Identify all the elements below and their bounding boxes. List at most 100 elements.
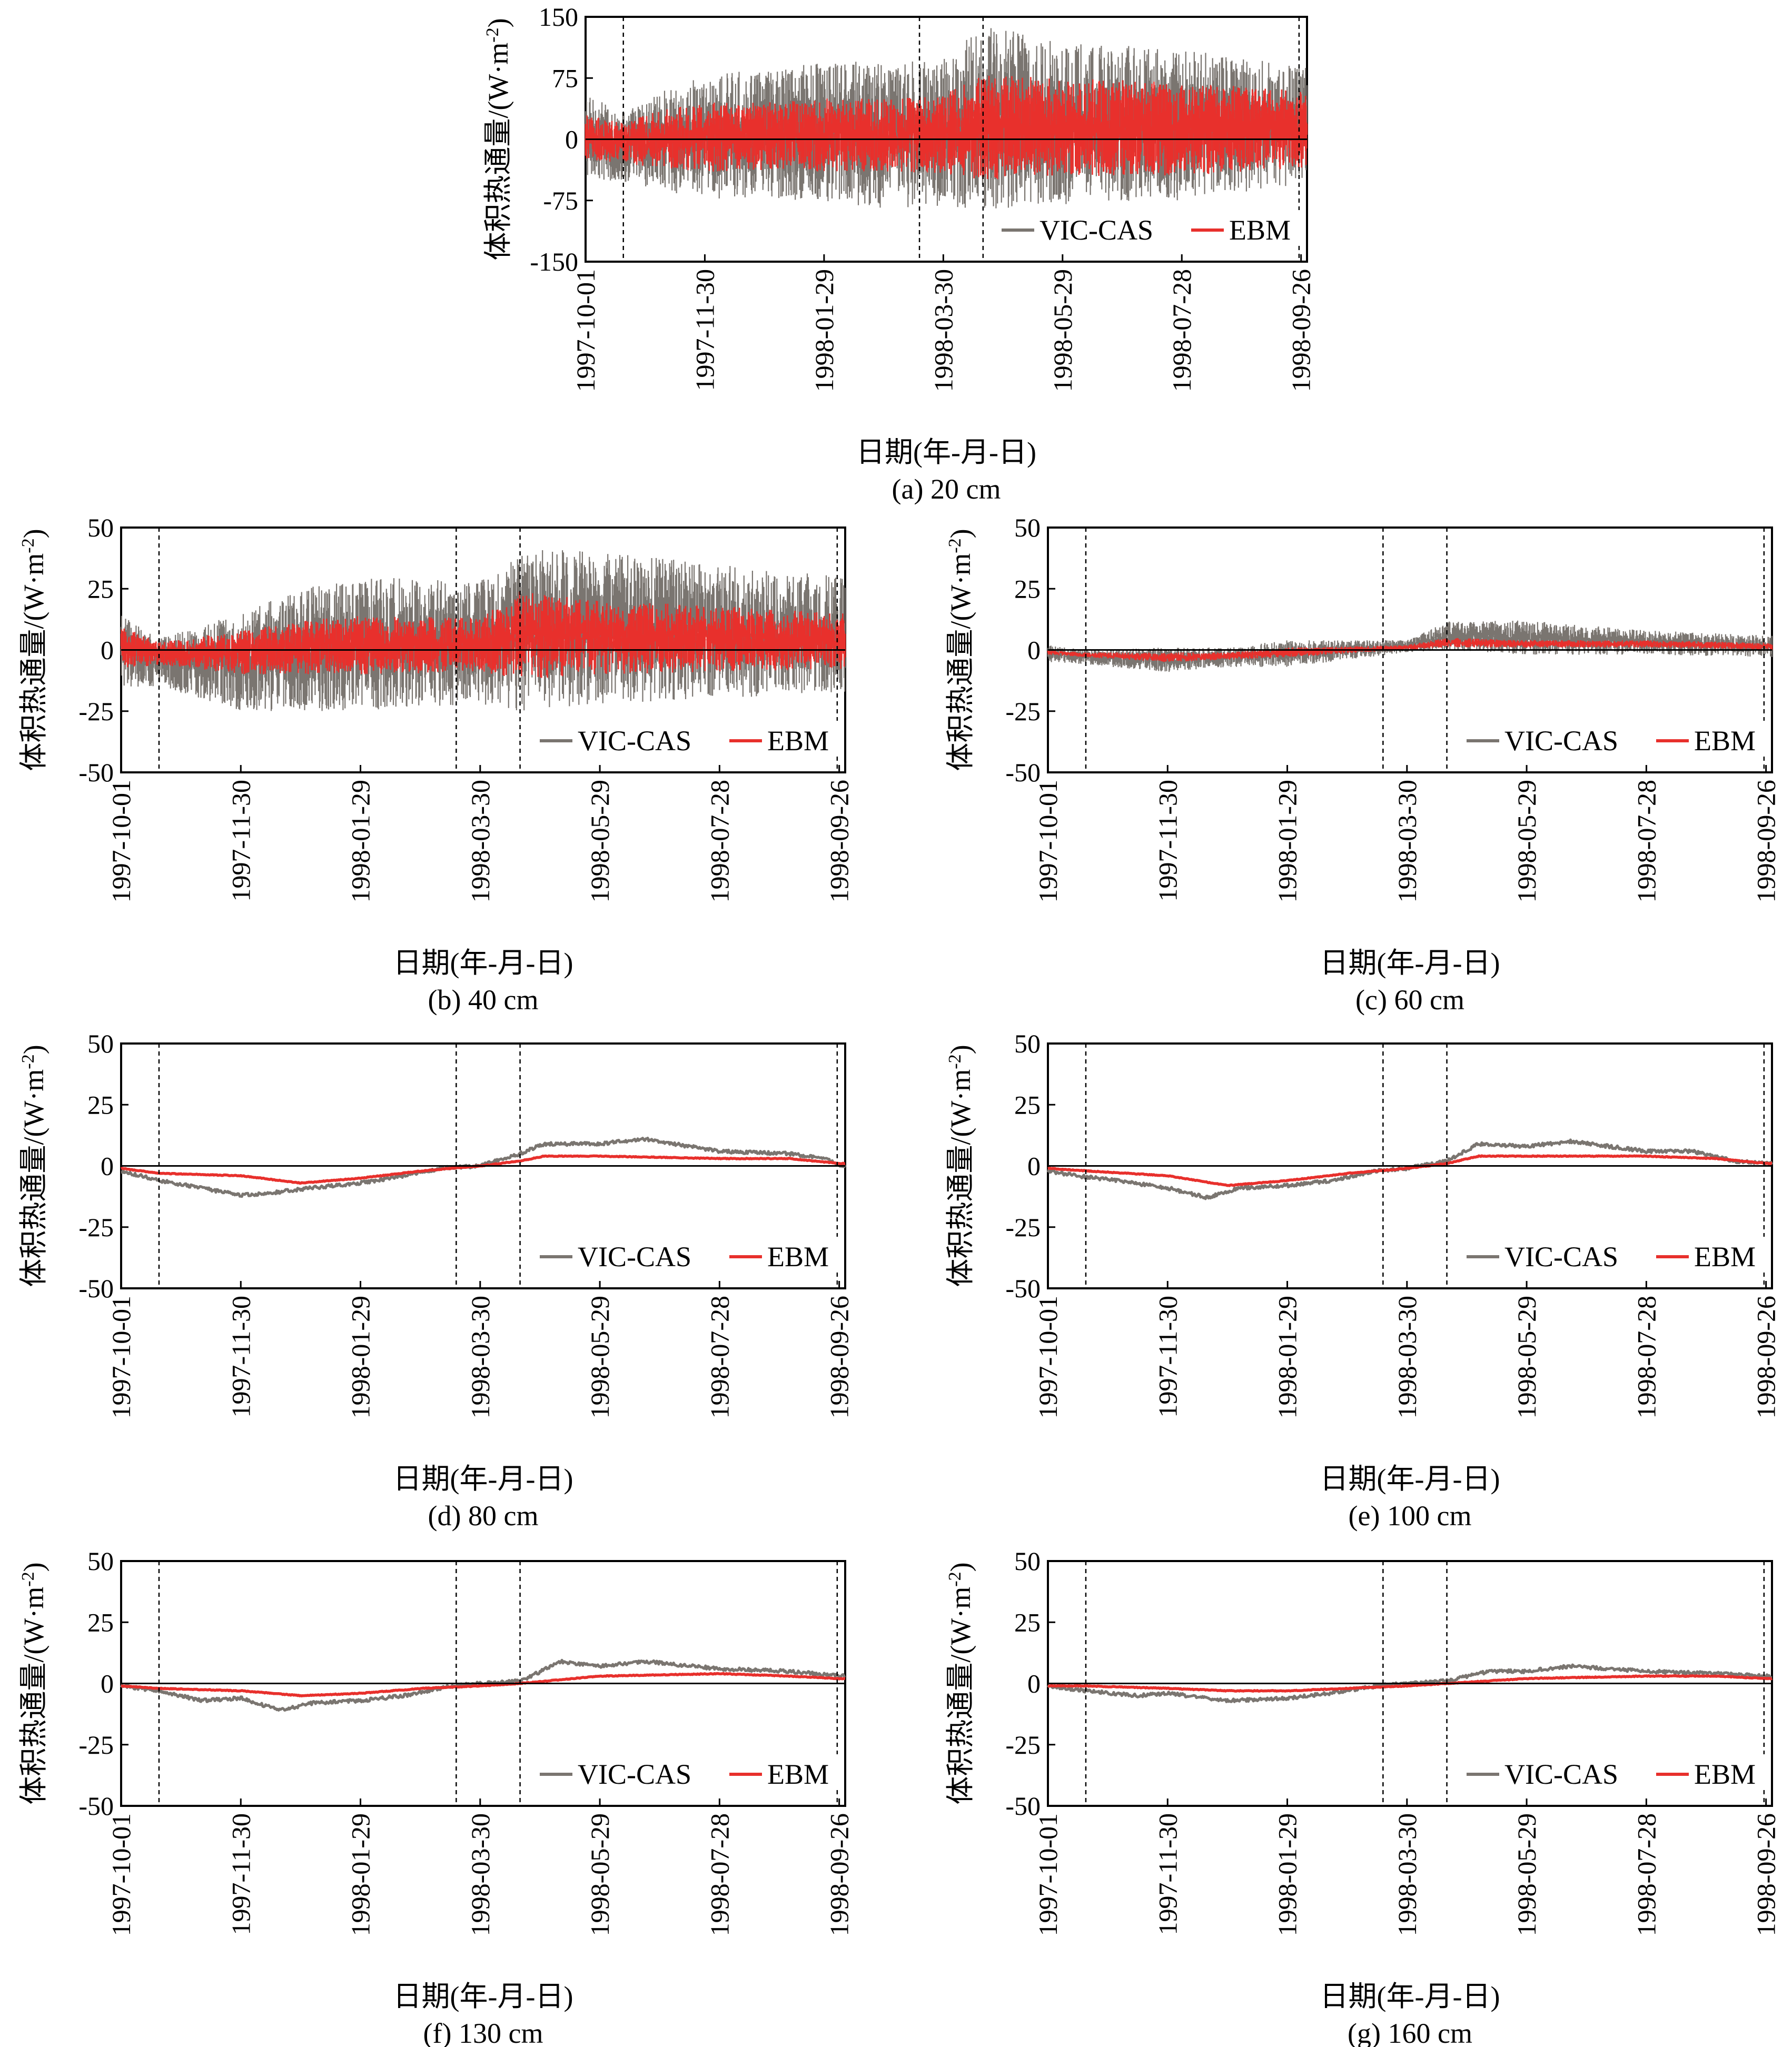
- y-tick-label: 50: [87, 1546, 114, 1576]
- y-tick-label: -25: [1005, 697, 1041, 726]
- x-tick-label: 1997-10-01: [106, 780, 136, 902]
- series-ebm-line: [1047, 1154, 1773, 1187]
- x-tick-label: 1998-09-26: [1751, 1813, 1781, 1936]
- y-tick-label: 25: [1014, 1090, 1041, 1119]
- legend-label-ebm: EBM: [1694, 1241, 1756, 1273]
- y-axis-label: 体积热通量/(W·m-2): [945, 529, 976, 771]
- x-tick-label: 1997-11-30: [1153, 1813, 1182, 1935]
- legend-label-ebm: EBM: [767, 725, 829, 757]
- chart-panel-4: -50 -25 0 25 50 1997-10-01 1997-11-30 1998-01-2…: [18, 1029, 854, 1532]
- x-tick-label: 1998-05-29: [1512, 780, 1541, 902]
- series-ebm-line: [120, 591, 846, 678]
- x-axis-label: 日期(年-月-日): [856, 436, 1036, 468]
- legend-label-ebm: EBM: [1694, 725, 1756, 757]
- legend-label-vic-cas: VIC-CAS: [578, 725, 691, 757]
- x-tick-label: 1998-05-29: [585, 1296, 615, 1418]
- legend: VIC-CAS EBM: [1462, 1237, 1768, 1273]
- y-tick-label: 25: [87, 1607, 114, 1637]
- y-tick-label: 0: [101, 1669, 114, 1698]
- series-ebm-line: [120, 1154, 846, 1185]
- legend-bg: [536, 1754, 715, 1787]
- legend-bg: [536, 721, 715, 753]
- legend-label-vic-cas: VIC-CAS: [578, 1758, 691, 1790]
- x-tick-label: 1998-09-26: [825, 780, 854, 902]
- y-tick-label: -50: [78, 758, 114, 787]
- x-tick-label: 1997-11-30: [226, 1813, 255, 1935]
- y-axis-label: 体积热通量/(W·m-2): [482, 18, 514, 260]
- legend-bg: [1462, 1754, 1641, 1787]
- x-tick-label: 1998-07-28: [1631, 1813, 1661, 1936]
- legend-label-vic-cas: VIC-CAS: [578, 1241, 691, 1273]
- y-tick-label: -25: [78, 697, 114, 726]
- x-tick-label: 1997-11-30: [1153, 1296, 1182, 1417]
- chart-panel-1: -150 -75 0 75 150 1997-10-01 1997-11-30 1998-01…: [482, 2, 1316, 505]
- x-tick-label: 1998-01-29: [346, 780, 375, 902]
- y-tick-label: -25: [78, 1730, 114, 1760]
- y-tick-label: -150: [530, 247, 578, 276]
- x-tick-label: 1997-10-01: [1033, 780, 1063, 902]
- panel-caption: (a) 20 cm: [892, 473, 1001, 505]
- x-tick-label: 1998-05-29: [1048, 269, 1077, 392]
- legend: VIC-CAS EBM: [1462, 721, 1768, 757]
- x-tick-label: 1998-03-30: [466, 780, 495, 902]
- x-axis-label: 日期(年-月-日): [1320, 1463, 1500, 1495]
- chart-panel-7: -50 -25 0 25 50 1997-10-01 1997-11-30 1998-01-2…: [945, 1546, 1781, 2047]
- x-tick-label: 1997-11-30: [226, 780, 255, 901]
- x-tick-label: 1997-11-30: [690, 269, 719, 391]
- y-tick-label: 50: [1014, 1029, 1041, 1058]
- y-tick-label: 0: [1027, 635, 1041, 665]
- y-tick-label: -50: [78, 1791, 114, 1821]
- y-tick-label: 0: [101, 635, 114, 665]
- x-tick-label: 1998-07-28: [705, 1813, 734, 1936]
- y-tick-label: 75: [552, 63, 578, 93]
- x-tick-label: 1998-09-26: [1751, 1296, 1781, 1418]
- y-tick-label: 25: [1014, 1607, 1041, 1637]
- x-tick-label: 1998-03-30: [466, 1813, 495, 1936]
- legend-bg: [1462, 721, 1641, 753]
- y-tick-label: 0: [1027, 1669, 1041, 1698]
- y-axis-label: 体积热通量/(W·m-2): [18, 529, 49, 771]
- legend-label-vic-cas: VIC-CAS: [1504, 1758, 1618, 1790]
- x-tick-label: 1998-07-28: [705, 1296, 734, 1418]
- y-tick-label: -50: [1005, 1274, 1041, 1303]
- y-axis-label: 体积热通量/(W·m-2): [945, 1562, 976, 1804]
- legend-label-vic-cas: VIC-CAS: [1039, 214, 1153, 246]
- y-tick-label: -50: [1005, 1791, 1041, 1821]
- legend-bg: [997, 210, 1176, 243]
- x-tick-label: 1998-07-28: [1631, 1296, 1661, 1418]
- legend-label-vic-cas: VIC-CAS: [1504, 725, 1618, 757]
- panel-caption: (c) 60 cm: [1355, 984, 1464, 1016]
- y-tick-label: -50: [78, 1274, 114, 1303]
- y-tick-label: 25: [87, 1090, 114, 1119]
- y-tick-label: 0: [101, 1151, 114, 1181]
- x-tick-label: 1997-10-01: [106, 1296, 136, 1418]
- x-tick-label: 1998-03-30: [928, 269, 958, 392]
- x-tick-label: 1998-01-29: [346, 1296, 375, 1418]
- y-tick-label: 150: [539, 2, 578, 32]
- chart-panel-5: -50 -25 0 25 50 1997-10-01 1997-11-30 1998-01-2…: [945, 1029, 1781, 1532]
- x-tick-label: 1997-10-01: [571, 269, 600, 392]
- panel-caption: (e) 100 cm: [1349, 1500, 1472, 1532]
- x-tick-label: 1998-09-26: [825, 1296, 854, 1418]
- series-ebm-line: [121, 1672, 846, 1697]
- x-tick-label: 1997-10-01: [106, 1813, 136, 1936]
- x-axis-label: 日期(年-月-日): [1320, 947, 1500, 979]
- legend: VIC-CAS EBM: [536, 721, 841, 757]
- y-tick-label: -25: [1005, 1213, 1041, 1242]
- legend-label-ebm: EBM: [1694, 1758, 1756, 1790]
- y-tick-label: 0: [1027, 1151, 1041, 1181]
- x-tick-label: 1998-01-29: [1273, 1813, 1302, 1936]
- series-vic-cas-line: [121, 1137, 847, 1198]
- y-tick-label: 50: [87, 513, 114, 542]
- x-axis-label: 日期(年-月-日): [1320, 1981, 1500, 2012]
- y-tick-label: 0: [565, 125, 578, 154]
- y-tick-label: 50: [1014, 513, 1041, 542]
- x-axis-label: 日期(年-月-日): [393, 1463, 573, 1495]
- x-tick-label: 1997-10-01: [1033, 1296, 1063, 1418]
- x-tick-label: 1998-03-30: [466, 1296, 495, 1418]
- y-axis-label: 体积热通量/(W·m-2): [18, 1562, 49, 1804]
- x-tick-label: 1997-11-30: [226, 1296, 255, 1417]
- y-tick-label: -50: [1005, 758, 1041, 787]
- y-tick-label: -25: [78, 1213, 114, 1242]
